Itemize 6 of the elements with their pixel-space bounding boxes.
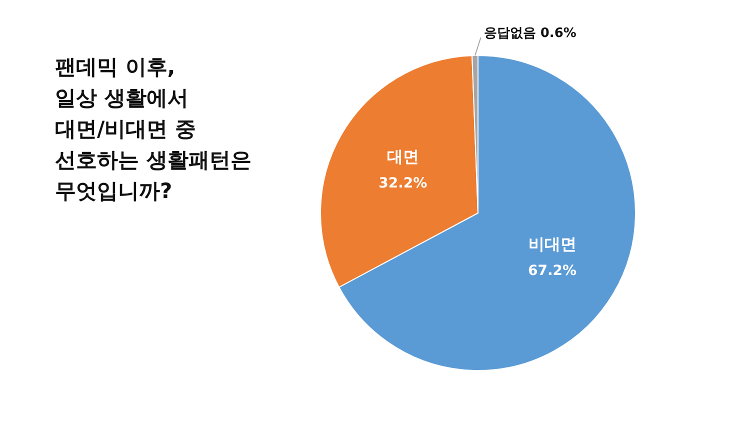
slice-label: 응답없음 0.6% [484, 26, 576, 41]
slice-label: 대면 [386, 147, 419, 166]
data-label: 67.2% [528, 263, 577, 280]
data-label: 32.2% [378, 175, 428, 192]
slice-label: 비대면 [528, 234, 576, 254]
text: 팬데믹 이후, 일상 생활에서 대면/비대면 중 선호하는 생활패턴은 무엇입니까? [55, 54, 252, 205]
